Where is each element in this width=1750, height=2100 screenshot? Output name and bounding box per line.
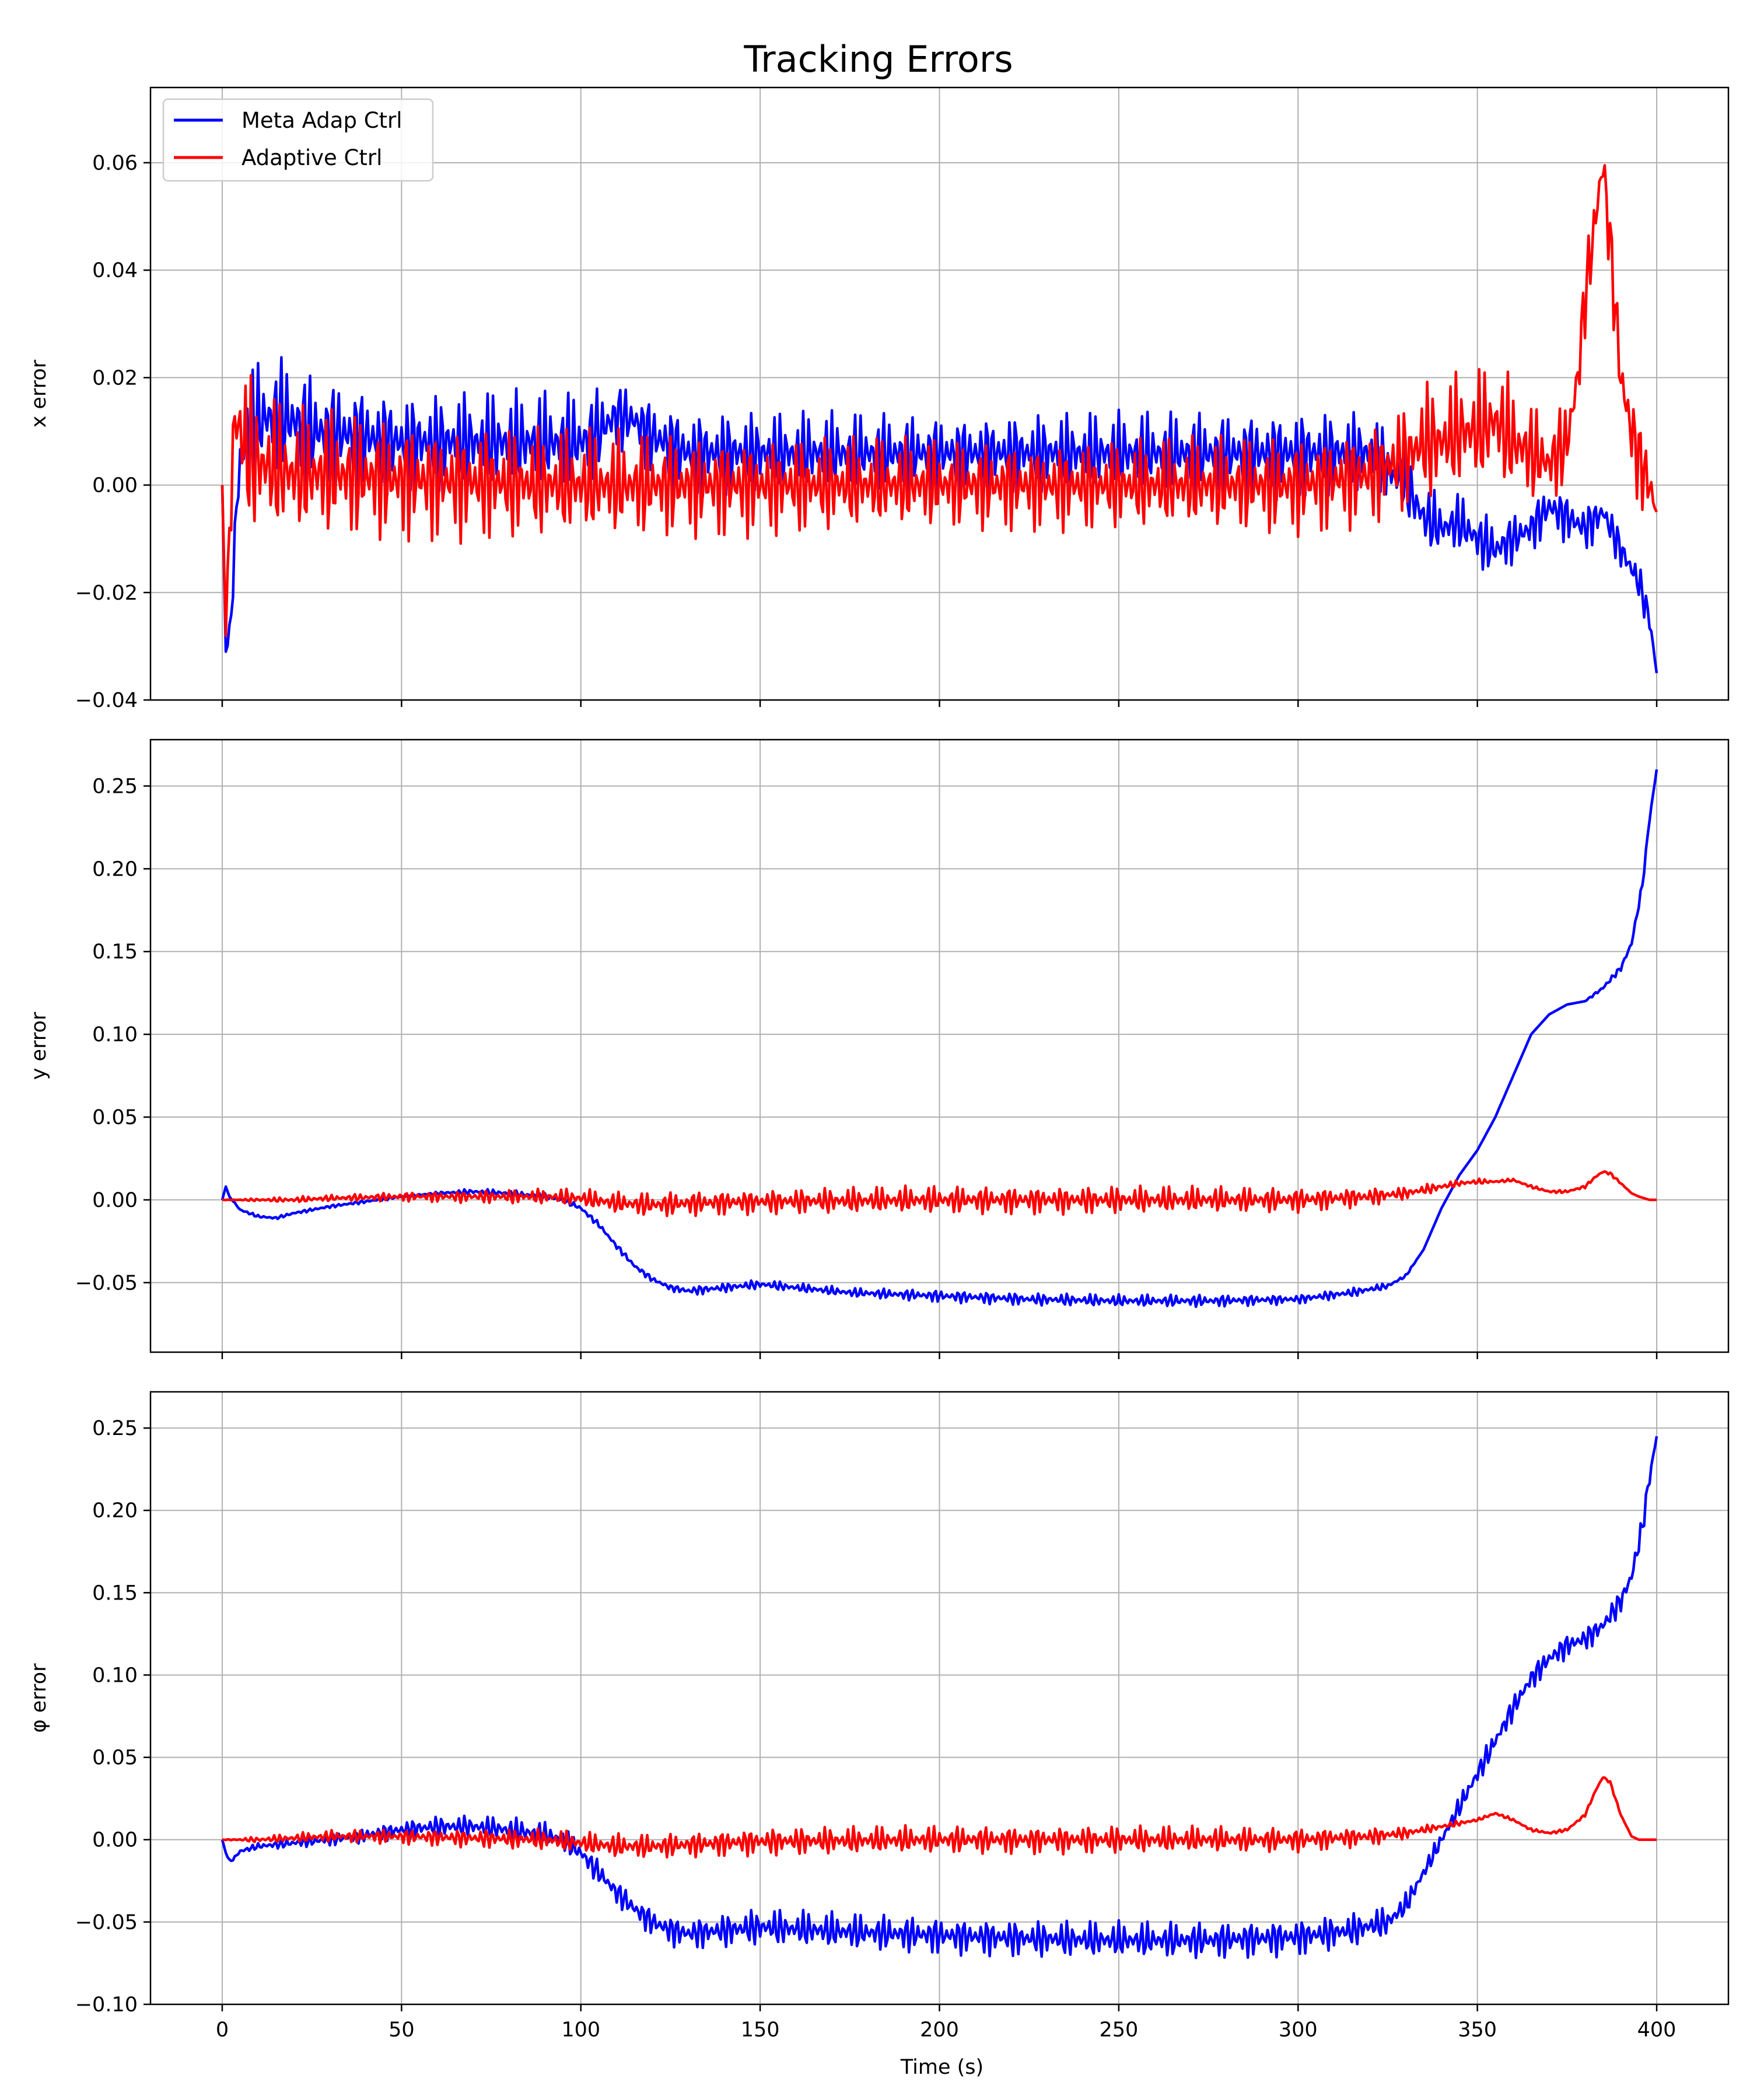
x-tick-label: 0 [216, 2018, 229, 2042]
chart-title: Tracking Errors [743, 38, 1013, 80]
y-tick-label: 0.02 [92, 366, 138, 390]
x-tick-label: 150 [741, 2018, 780, 2042]
x-tick-label: 100 [561, 2018, 600, 2042]
y-tick-label: 0.20 [92, 858, 138, 881]
y-tick-label: 0.15 [92, 940, 138, 964]
series-line-meta-adap-ctrl [220, 1436, 1658, 1959]
y-tick-label: 0.25 [92, 775, 138, 798]
y-tick-label: 0.06 [92, 152, 138, 175]
y-tick-label: −0.05 [75, 1272, 138, 1295]
x-tick-label: 200 [920, 2018, 959, 2042]
y-axis-label: y error [27, 1012, 51, 1080]
x-tick-label: 250 [1099, 2018, 1138, 2042]
legend: Meta Adap Ctrl Adaptive Ctrl [162, 98, 434, 182]
y-tick-label: 0.25 [92, 1417, 138, 1440]
y-tick-label: 0.05 [92, 1106, 138, 1129]
y-tick-label: −0.10 [75, 1993, 138, 2017]
x-tick-label: 400 [1637, 2018, 1676, 2042]
legend-box [162, 98, 434, 182]
y-axis-label: φ error [27, 1663, 51, 1733]
y-tick-label: 0.15 [92, 1581, 138, 1605]
x-tick-label: 300 [1279, 2018, 1318, 2042]
panel-1: −0.04 −0.02 0.00 0.02 0.04 0.06 x error Meta Ad… [27, 86, 1730, 712]
legend-entry-label: Meta Adap Ctrl [242, 108, 402, 133]
y-tick-label: 0.20 [92, 1499, 138, 1522]
panel-3: −0.10 −0.05 0.00 0.05 0.10 0.15 0.20 0.25 0 50 100… [27, 1391, 1730, 2042]
y-tick-label: 0.05 [92, 1746, 138, 1770]
y-tick-label: −0.05 [75, 1911, 138, 1934]
y-tick-label: −0.02 [75, 582, 138, 605]
y-tick-label: 0.00 [92, 1189, 138, 1212]
y-tick-label: 0.04 [92, 259, 138, 282]
y-tick-label: 0.10 [92, 1664, 138, 1687]
y-tick-label: 0.00 [92, 1829, 138, 1852]
y-tick-label: 0.10 [92, 1023, 138, 1046]
panel-2: −0.05 0.00 0.05 0.10 0.15 0.20 0.25 y error [27, 738, 1730, 1359]
y-axis-label: x error [27, 359, 51, 428]
x-tick-label: 350 [1458, 2018, 1497, 2042]
x-axis-label: Time (s) [900, 2056, 984, 2079]
legend-entry-label: Adaptive Ctrl [242, 145, 382, 170]
series-line-adaptive-ctrl [220, 164, 1658, 637]
y-tick-label: −0.04 [75, 689, 138, 712]
x-tick-label: 50 [388, 2018, 415, 2042]
y-tick-label: 0.00 [92, 474, 138, 498]
series-line-adaptive-ctrl [222, 1170, 1657, 1217]
series-line-adaptive-ctrl [222, 1776, 1657, 1859]
